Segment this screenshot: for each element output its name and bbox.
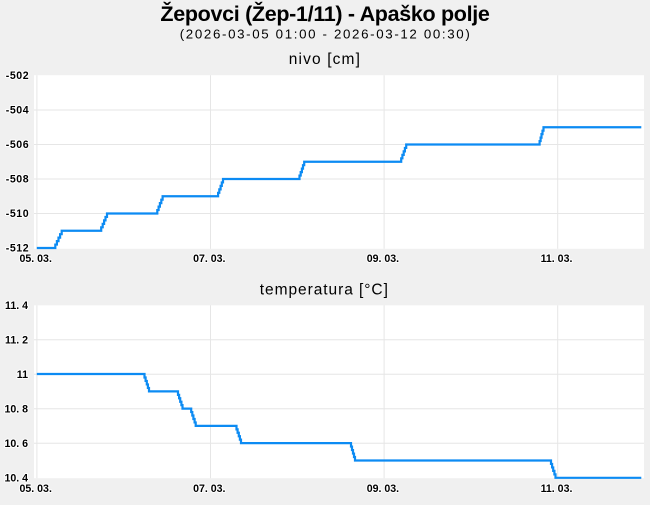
svg-text:11. 03.: 11. 03. [541,253,573,265]
svg-text:11: 11 [17,369,28,381]
svg-text:Žepovci (Žep-1/11) - Apaško po: Žepovci (Žep-1/11) - Apaško polje [160,1,489,26]
svg-text:10. 6: 10. 6 [4,438,28,450]
svg-text:(2026-03-05 01:00 - 2026-03-12: (2026-03-05 01:00 - 2026-03-12 00:30) [180,27,472,42]
svg-text:-510: -510 [6,208,30,220]
svg-text:10. 8: 10. 8 [4,403,28,415]
svg-text:05. 03.: 05. 03. [19,483,51,495]
svg-text:09. 03.: 09. 03. [367,483,399,495]
svg-text:05. 03.: 05. 03. [19,253,51,265]
svg-text:-508: -508 [6,174,30,186]
svg-text:10. 4: 10. 4 [4,472,28,484]
svg-text:07. 03.: 07. 03. [193,253,225,265]
svg-text:09. 03.: 09. 03. [367,253,399,265]
svg-text:-506: -506 [6,139,30,151]
svg-text:temperatura [°C]: temperatura [°C] [260,282,389,299]
svg-text:11. 4: 11. 4 [5,300,28,312]
svg-text:-502: -502 [6,70,30,82]
svg-text:11. 03.: 11. 03. [541,483,573,495]
svg-text:-504: -504 [6,105,30,117]
svg-text:11. 2: 11. 2 [5,335,28,347]
svg-text:nivo [cm]: nivo [cm] [289,51,361,68]
svg-text:07. 03.: 07. 03. [193,483,225,495]
svg-text:-512: -512 [6,243,30,255]
